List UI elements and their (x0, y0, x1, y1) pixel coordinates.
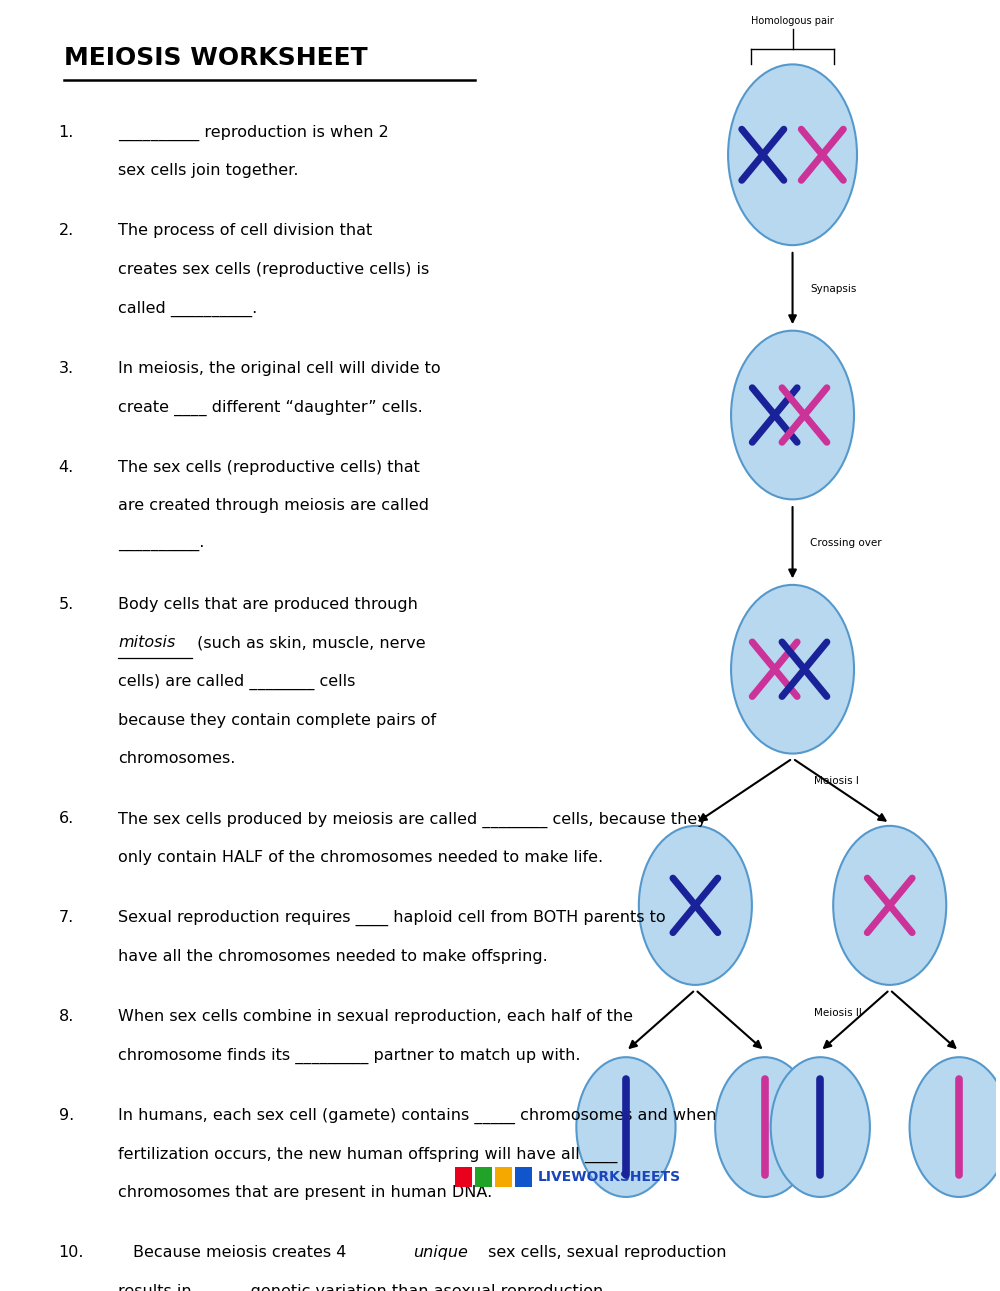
Text: 4.: 4. (59, 460, 74, 475)
Text: __________.: __________. (118, 537, 205, 551)
Text: Because meiosis creates 4: Because meiosis creates 4 (133, 1245, 352, 1260)
Text: Meiosis I: Meiosis I (814, 776, 859, 786)
Text: 5.: 5. (59, 596, 74, 612)
Text: are created through meiosis are called: are created through meiosis are called (118, 498, 429, 513)
Text: 6.: 6. (59, 812, 74, 826)
Text: sex cells join together.: sex cells join together. (118, 163, 299, 178)
Ellipse shape (731, 330, 854, 500)
Text: In humans, each sex cell (gamete) contains _____ chromosomes and when: In humans, each sex cell (gamete) contai… (118, 1108, 717, 1124)
Text: When sex cells combine in sexual reproduction, each half of the: When sex cells combine in sexual reprodu… (118, 1010, 633, 1024)
Text: 7.: 7. (59, 910, 74, 926)
Ellipse shape (771, 1057, 870, 1197)
Text: Body cells that are produced through: Body cells that are produced through (118, 596, 418, 612)
Text: The sex cells (reproductive cells) that: The sex cells (reproductive cells) that (118, 460, 420, 475)
Text: have all the chromosomes needed to make offspring.: have all the chromosomes needed to make … (118, 949, 548, 964)
Text: called __________.: called __________. (118, 301, 257, 316)
Text: 2.: 2. (59, 223, 74, 239)
Text: results in ______ genetic variation than asexual reproduction.: results in ______ genetic variation than… (118, 1283, 609, 1291)
Text: 8.: 8. (59, 1010, 74, 1024)
Text: cells) are called ________ cells: cells) are called ________ cells (118, 674, 356, 691)
FancyBboxPatch shape (455, 1167, 472, 1188)
Text: Homologous pair: Homologous pair (751, 15, 834, 26)
FancyBboxPatch shape (515, 1167, 532, 1188)
Text: MEIOSIS WORKSHEET: MEIOSIS WORKSHEET (64, 46, 367, 70)
Text: Synapsis: Synapsis (810, 284, 857, 293)
Text: creates sex cells (reproductive cells) is: creates sex cells (reproductive cells) i… (118, 262, 429, 278)
Text: Sexual reproduction requires ____ haploid cell from BOTH parents to: Sexual reproduction requires ____ haploi… (118, 910, 666, 927)
Text: The sex cells produced by meiosis are called ________ cells, because they: The sex cells produced by meiosis are ca… (118, 812, 707, 828)
Text: 3.: 3. (59, 360, 74, 376)
Text: sex cells, sexual reproduction: sex cells, sexual reproduction (483, 1245, 726, 1260)
Text: 1.: 1. (59, 125, 74, 139)
Text: create ____ different “daughter” cells.: create ____ different “daughter” cells. (118, 399, 423, 416)
Text: LIVEWORKSHEETS: LIVEWORKSHEETS (538, 1170, 681, 1184)
Ellipse shape (576, 1057, 676, 1197)
Text: 10.: 10. (59, 1245, 84, 1260)
Text: chromosomes that are present in human DNA.: chromosomes that are present in human DN… (118, 1185, 492, 1199)
FancyBboxPatch shape (475, 1167, 492, 1188)
Ellipse shape (639, 826, 752, 985)
Text: The process of cell division that: The process of cell division that (118, 223, 372, 239)
Text: unique: unique (413, 1245, 468, 1260)
Text: Crossing over: Crossing over (810, 538, 882, 547)
Text: 9.: 9. (59, 1108, 74, 1123)
FancyBboxPatch shape (495, 1167, 512, 1188)
Ellipse shape (731, 585, 854, 754)
Text: only contain HALF of the chromosomes needed to make life.: only contain HALF of the chromosomes nee… (118, 849, 603, 865)
Text: mitosis: mitosis (118, 635, 176, 651)
Ellipse shape (833, 826, 946, 985)
Text: fertilization occurs, the new human offspring will have all ____: fertilization occurs, the new human offs… (118, 1146, 618, 1163)
Ellipse shape (728, 65, 857, 245)
Text: chromosome finds its _________ partner to match up with.: chromosome finds its _________ partner t… (118, 1047, 581, 1064)
Text: __________ reproduction is when 2: __________ reproduction is when 2 (118, 125, 389, 141)
Ellipse shape (715, 1057, 814, 1197)
Text: Meiosis II: Meiosis II (814, 1008, 862, 1019)
Text: (such as skin, muscle, nerve: (such as skin, muscle, nerve (192, 635, 425, 651)
Text: because they contain complete pairs of: because they contain complete pairs of (118, 713, 436, 728)
Ellipse shape (910, 1057, 1000, 1197)
Text: In meiosis, the original cell will divide to: In meiosis, the original cell will divid… (118, 360, 441, 376)
Text: chromosomes.: chromosomes. (118, 751, 236, 766)
